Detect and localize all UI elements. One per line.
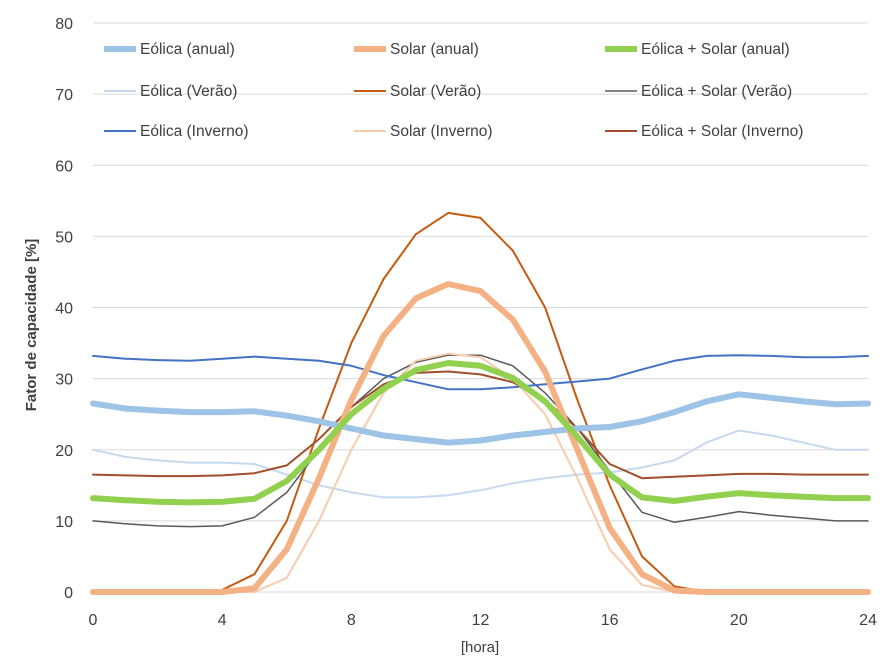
legend-label: Solar (Inverno) — [390, 123, 493, 140]
y-tick-label: 60 — [55, 158, 73, 175]
y-tick-label: 70 — [55, 87, 73, 104]
x-tick-label: 20 — [730, 612, 748, 629]
x-tick-labels: 0 4 8 12 16 20 24 — [89, 612, 877, 629]
y-tick-label: 10 — [55, 514, 73, 531]
y-tick-label: 30 — [55, 372, 73, 389]
x-tick-label: 24 — [859, 612, 877, 629]
legend-label: Eólica (Inverno) — [140, 123, 249, 140]
x-tick-label: 16 — [601, 612, 619, 629]
x-tick-label: 0 — [89, 612, 98, 629]
series-lines — [90, 211, 871, 595]
legend-label: Eólica (Verão) — [140, 83, 237, 100]
series-line-1 — [90, 281, 871, 595]
series-line-8 — [92, 370, 869, 480]
y-tick-labels: 0 10 20 30 40 50 60 70 80 — [55, 16, 73, 602]
y-axis-label: Fator de capacidade [%] — [23, 239, 40, 412]
y-tick-label: 0 — [64, 585, 73, 602]
legend: Eólica (anual) Solar (anual) Eólica + Sola… — [104, 41, 803, 140]
gridlines — [93, 22, 868, 593]
series-line-5 — [92, 354, 869, 528]
series-line-0 — [90, 391, 871, 446]
series-line-2 — [90, 360, 871, 506]
y-tick-label: 50 — [55, 229, 73, 246]
legend-label: Eólica + Solar (Verão) — [641, 83, 792, 100]
x-tick-label: 8 — [347, 612, 356, 629]
y-tick-label: 40 — [55, 301, 73, 318]
legend-label: Eólica + Solar (anual) — [641, 41, 790, 58]
x-axis-label: [hora] — [461, 639, 499, 656]
series-line-6 — [92, 354, 869, 391]
x-tick-label: 4 — [218, 612, 227, 629]
legend-label: Eólica + Solar (Inverno) — [641, 123, 803, 140]
legend-label: Solar (Verão) — [390, 83, 481, 100]
legend-label: Eólica (anual) — [140, 41, 235, 58]
y-tick-label: 20 — [55, 443, 73, 460]
y-tick-label: 80 — [55, 16, 73, 33]
x-tick-label: 12 — [472, 612, 490, 629]
series-line-4 — [92, 211, 869, 593]
legend-label: Solar (anual) — [390, 41, 479, 58]
series-line-3 — [92, 429, 869, 499]
